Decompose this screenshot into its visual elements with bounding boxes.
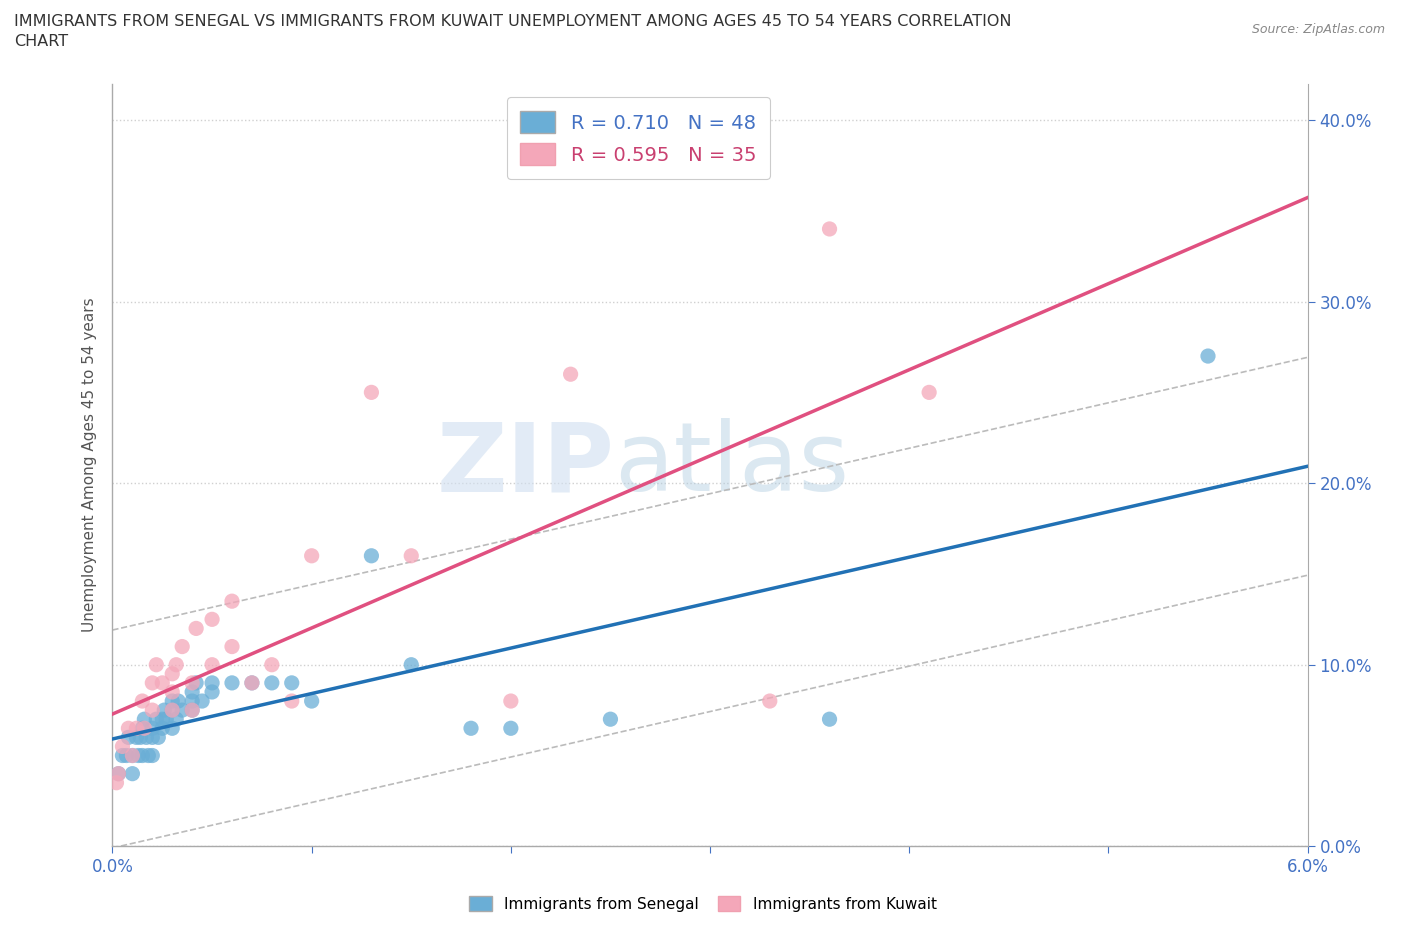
Point: [1197, 349, 1219, 364]
Point: [301, 549, 323, 564]
Point: [460, 721, 482, 736]
Point: [117, 730, 139, 745]
Point: [401, 658, 423, 672]
Point: [121, 766, 143, 781]
Point: [121, 748, 143, 763]
Point: [129, 730, 152, 745]
Point: [141, 703, 163, 718]
Point: [260, 658, 283, 672]
Point: [145, 711, 167, 726]
Point: [918, 385, 941, 400]
Point: [148, 730, 170, 745]
Point: [111, 748, 134, 763]
Point: [181, 694, 204, 709]
Text: Source: ZipAtlas.com: Source: ZipAtlas.com: [1251, 23, 1385, 36]
Point: [165, 711, 187, 726]
Point: [172, 639, 194, 654]
Point: [560, 366, 582, 381]
Point: [499, 721, 522, 736]
Point: [127, 748, 149, 763]
Point: [138, 748, 160, 763]
Point: [181, 675, 204, 690]
Point: [181, 703, 204, 718]
Point: [499, 694, 522, 709]
Point: [360, 549, 382, 564]
Text: IMMIGRANTS FROM SENEGAL VS IMMIGRANTS FROM KUWAIT UNEMPLOYMENT AMONG AGES 45 TO : IMMIGRANTS FROM SENEGAL VS IMMIGRANTS FR…: [14, 14, 1011, 29]
Point: [131, 748, 153, 763]
Point: [150, 721, 173, 736]
Point: [172, 703, 194, 718]
Point: [201, 684, 224, 699]
Point: [117, 721, 139, 736]
Point: [155, 711, 177, 726]
Point: [162, 703, 183, 718]
Point: [162, 684, 183, 699]
Point: [162, 667, 183, 682]
Point: [360, 385, 382, 400]
Point: [281, 694, 304, 709]
Point: [301, 694, 323, 709]
Point: [107, 766, 129, 781]
Legend: R = 0.710   N = 48, R = 0.595   N = 35: R = 0.710 N = 48, R = 0.595 N = 35: [506, 98, 770, 179]
Point: [150, 711, 173, 726]
Point: [162, 721, 183, 736]
Point: [759, 694, 782, 709]
Text: CHART: CHART: [14, 34, 67, 49]
Point: [115, 748, 138, 763]
Point: [201, 658, 224, 672]
Point: [186, 621, 208, 636]
Point: [165, 658, 187, 672]
Point: [125, 721, 148, 736]
Point: [134, 711, 156, 726]
Point: [221, 675, 243, 690]
Point: [181, 703, 204, 718]
Point: [141, 730, 163, 745]
Point: [131, 694, 153, 709]
Point: [111, 739, 134, 754]
Point: [105, 776, 128, 790]
Point: [281, 675, 304, 690]
Text: ZIP: ZIP: [436, 418, 614, 512]
Point: [201, 675, 224, 690]
Point: [107, 766, 129, 781]
Point: [162, 694, 183, 709]
Point: [401, 549, 423, 564]
Point: [186, 675, 208, 690]
Point: [221, 593, 243, 608]
Legend: Immigrants from Senegal, Immigrants from Kuwait: Immigrants from Senegal, Immigrants from…: [463, 889, 943, 918]
Point: [131, 721, 153, 736]
Point: [191, 694, 214, 709]
Point: [221, 639, 243, 654]
Point: [599, 711, 621, 726]
Text: atlas: atlas: [614, 418, 849, 512]
Point: [181, 684, 204, 699]
Point: [121, 748, 143, 763]
Point: [141, 675, 163, 690]
Point: [818, 221, 841, 236]
Point: [167, 694, 190, 709]
Point: [240, 675, 263, 690]
Point: [134, 721, 156, 736]
Point: [818, 711, 841, 726]
Point: [135, 730, 157, 745]
Point: [162, 703, 183, 718]
Point: [150, 675, 173, 690]
Point: [153, 703, 176, 718]
Point: [201, 612, 224, 627]
Point: [260, 675, 283, 690]
Y-axis label: Unemployment Among Ages 45 to 54 years: Unemployment Among Ages 45 to 54 years: [82, 298, 97, 632]
Point: [145, 658, 167, 672]
Point: [125, 730, 148, 745]
Point: [240, 675, 263, 690]
Point: [141, 721, 163, 736]
Point: [141, 748, 163, 763]
